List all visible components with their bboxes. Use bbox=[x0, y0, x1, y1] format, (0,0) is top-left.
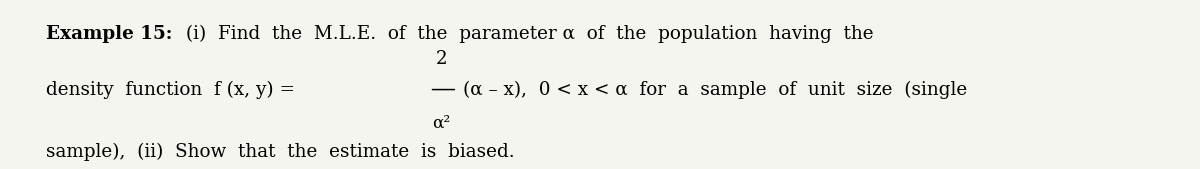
Text: (i)  Find  the  M.L.E.  of  the  parameter α  of  the  population  having  the: (i) Find the M.L.E. of the parameter α o… bbox=[180, 25, 874, 43]
Text: α²: α² bbox=[432, 115, 451, 132]
Text: (α – x),  0 < x < α  for  a  sample  of  unit  size  (single: (α – x), 0 < x < α for a sample of unit … bbox=[463, 80, 967, 99]
Text: sample),  (ii)  Show  that  the  estimate  is  biased.: sample), (ii) Show that the estimate is … bbox=[46, 143, 515, 161]
Text: 2: 2 bbox=[436, 50, 448, 68]
Text: density  function  f (x, y) =: density function f (x, y) = bbox=[46, 80, 295, 99]
Text: Example 15:: Example 15: bbox=[46, 25, 172, 43]
